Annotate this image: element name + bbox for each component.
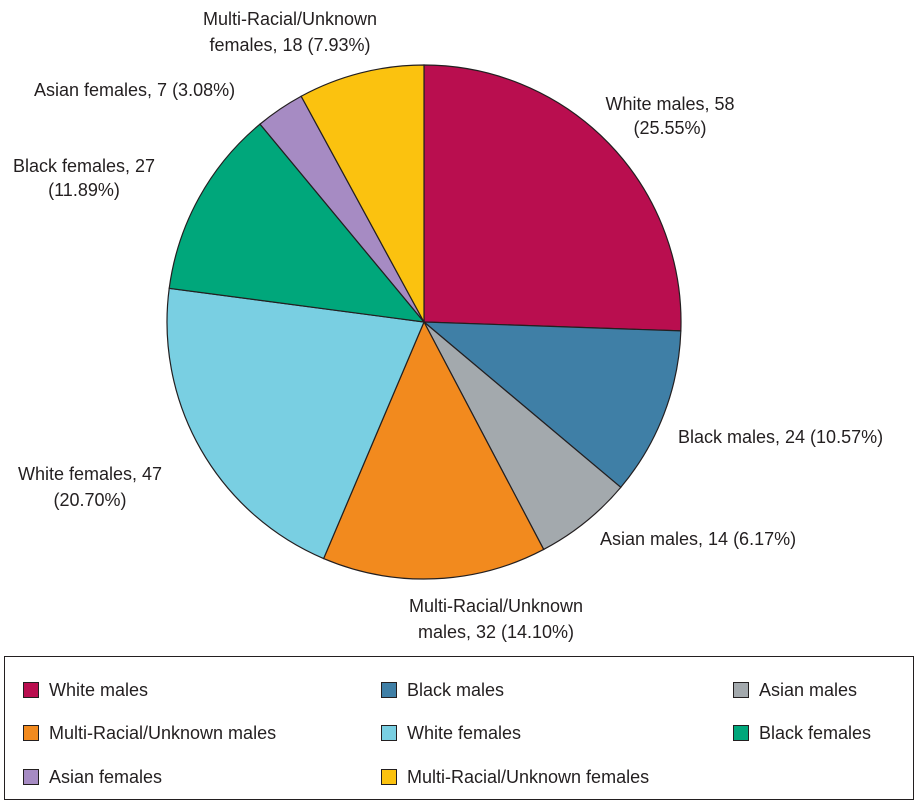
- legend-swatch: [23, 682, 39, 698]
- legend-swatch: [381, 682, 397, 698]
- pie-slice-black-males: [422, 321, 682, 489]
- pie-slice-white-males: [423, 64, 682, 332]
- slice-label-line: White females, 47: [18, 464, 162, 484]
- legend-label: Black males: [407, 679, 505, 700]
- slice-label: Asian females, 7 (3.08%): [34, 80, 235, 100]
- legend-item: White females: [381, 722, 521, 744]
- legend-item: Multi-Racial/Unknown males: [23, 722, 276, 744]
- legend-item: White males: [23, 679, 148, 701]
- pie-slice-multi-racial-unknown-males: [322, 320, 545, 580]
- legend-label: Asian females: [49, 766, 163, 787]
- slice-label-line: females, 18 (7.93%): [209, 35, 370, 55]
- pie-slice-white-females: [166, 287, 425, 560]
- pie-chart: White males, 58 (25.55%) Black males, 24 (…: [13, 9, 883, 642]
- pie-slice-multi-racial-unknown-females: [300, 64, 425, 323]
- legend-item: Multi-Racial/Unknown females: [381, 766, 649, 788]
- legend-swatch: [23, 725, 39, 741]
- pie-slice-black-females: [168, 123, 426, 323]
- slice-label: White females, 47 (20.70%): [18, 464, 162, 510]
- slice-label-line: Multi-Racial/Unknown: [409, 596, 583, 616]
- slice-label: Black females, 27 (11.89%): [13, 156, 155, 200]
- legend: White males Black males Asian males Multi-R…: [4, 656, 914, 800]
- slice-label: Asian males, 14 (6.17%): [600, 529, 796, 549]
- legend-swatch: [381, 769, 397, 785]
- legend-item: Black females: [733, 722, 871, 744]
- slice-label: Multi-Racial/Unknown females, 18 (7.93%): [203, 9, 377, 55]
- legend-label: Asian males: [759, 679, 858, 700]
- slice-label-line: Asian males, 14 (6.17%): [600, 529, 796, 549]
- slice-labels: White males, 58 (25.55%) Black males, 24 (…: [13, 9, 883, 642]
- legend-item: Asian females: [23, 766, 162, 788]
- legend-item: Black males: [381, 679, 504, 701]
- legend-label: White males: [49, 679, 149, 700]
- slice-label: White males, 58 (25.55%): [605, 94, 734, 138]
- legend-swatch: [733, 725, 749, 741]
- slice-label: Multi-Racial/Unknown males, 32 (14.10%): [409, 596, 583, 642]
- legend-label: Multi-Racial/Unknown males: [49, 722, 277, 743]
- slice-label-line: (25.55%): [633, 118, 706, 138]
- legend-item: Asian males: [733, 679, 857, 701]
- slice-label-line: Multi-Racial/Unknown: [203, 9, 377, 29]
- slice-label-line: Black males, 24 (10.57%): [678, 427, 883, 447]
- slice-label-line: White males, 58: [605, 94, 734, 114]
- legend-label: White females: [407, 722, 522, 743]
- legend-label: Black females: [759, 722, 872, 743]
- legend-swatch: [381, 725, 397, 741]
- legend-label: Multi-Racial/Unknown females: [407, 766, 650, 787]
- slice-label-line: (11.89%): [48, 180, 120, 200]
- legend-swatch: [23, 769, 39, 785]
- slice-label-line: males, 32 (14.10%): [418, 622, 574, 642]
- slice-label-line: Black females, 27: [13, 156, 155, 176]
- slice-label-line: (20.70%): [53, 490, 126, 510]
- pie-slices: [166, 64, 682, 580]
- slice-label: Black males, 24 (10.57%): [678, 427, 883, 447]
- slice-label-line: Asian females, 7 (3.08%): [34, 80, 235, 100]
- legend-swatch: [733, 682, 749, 698]
